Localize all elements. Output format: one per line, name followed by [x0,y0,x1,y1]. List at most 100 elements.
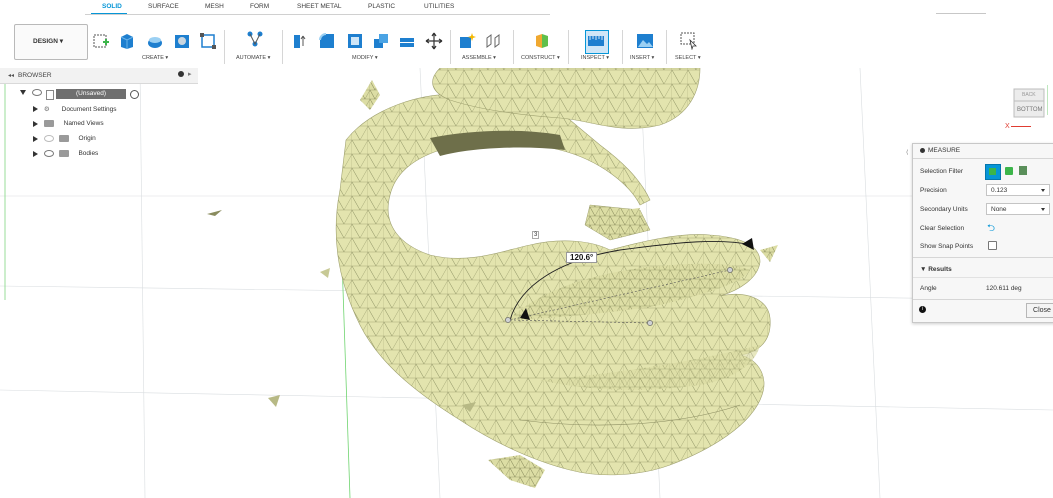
divider [913,257,1053,258]
tab-sheet-metal[interactable]: SHEET METAL [297,3,342,10]
tree-item-origin[interactable]: Origin [33,135,96,147]
visibility-eye-icon[interactable] [43,135,54,142]
tree-item-label: Document Settings [61,106,117,113]
browser-title: BROWSER [18,72,52,79]
hole-icon[interactable] [173,32,191,50]
angle-measure-overlay [505,238,754,326]
tab-solid[interactable]: SOLID [102,3,122,10]
filter-face-button[interactable] [985,164,1001,180]
tab-mesh[interactable]: MESH [205,3,224,10]
collapse-browser-icon[interactable]: ◂◂ [8,73,15,79]
angle-label: 120.6° [566,252,598,263]
divider [913,299,1053,300]
automate-menu[interactable]: AUTOMATE ▾ [236,55,271,61]
modify-menu[interactable]: MODIFY ▾ [352,55,378,61]
collapse-dot-icon[interactable] [920,148,925,153]
automate-icon[interactable] [246,30,264,48]
secondary-units-label: Secondary Units [920,206,968,213]
expand-icon[interactable] [33,106,38,113]
create-sketch-icon[interactable] [92,32,110,50]
gear-icon: ⚙ [43,106,50,113]
separator [568,30,569,64]
close-button[interactable]: Close [1026,303,1053,318]
cube-bottom-label: BOTTOM [1017,107,1043,113]
separator [224,30,225,64]
clear-selection-icon[interactable]: ⮌ [987,223,996,234]
expand-icon[interactable] [33,150,38,157]
folder-icon [43,120,54,127]
tab-plastic[interactable]: PLASTIC [368,3,396,10]
precision-value: 0.123 [991,187,1008,194]
angle-result-value: 120.611 deg [986,285,1022,292]
folder-icon [58,150,69,157]
show-snap-points-label: Show Snap Points [920,243,974,250]
snap-points-checkbox[interactable] [988,241,997,250]
precision-select[interactable]: 0.123 [986,184,1050,196]
results-heading[interactable]: ▼ Results [920,266,952,273]
separator [450,30,451,64]
browser-resize-icon[interactable]: ▸ [188,71,192,78]
insert-menu[interactable]: INSERT ▾ [630,55,655,61]
expand-icon[interactable] [33,135,38,142]
select-menu[interactable]: SELECT ▾ [675,55,701,61]
canvas-viewport[interactable] [0,68,1053,498]
rectangle-pattern-icon[interactable] [199,32,217,50]
view-cube[interactable]: BACK BOTTOM [1010,85,1049,121]
tree-item-label: Named Views [63,120,104,128]
visibility-eye-icon[interactable] [43,150,54,157]
revolve-icon[interactable] [146,32,164,50]
inspect-menu[interactable]: INSPECT ▾ [581,55,610,61]
workspace-switcher-button[interactable]: DESIGN ▾ [14,24,88,60]
tree-item-label: Bodies [78,150,99,158]
workspace-label: DESIGN ▾ [33,38,63,45]
component-filter-icon[interactable] [1019,166,1027,175]
clear-selection-label: Clear Selection [920,225,965,232]
combine-icon[interactable] [372,32,390,50]
tree-item-named-views[interactable]: Named Views [33,120,104,132]
axis-x-label: X [1005,123,1010,130]
panel-grip-icon[interactable]: ⟨ [906,150,909,156]
body-filter-icon[interactable] [1005,167,1013,175]
toolbar: SOLID SURFACE MESH FORM SHEET METAL PLAS… [0,0,1053,68]
assemble-menu[interactable]: ASSEMBLE ▾ [462,55,496,61]
create-menu[interactable]: CREATE ▾ [142,55,169,61]
secondary-units-select[interactable]: None [986,203,1050,215]
browser-header[interactable]: ◂◂ BROWSER ▸ [0,68,198,84]
axis-x-line [1011,126,1031,127]
expand-icon[interactable] [20,90,26,95]
tab-form[interactable]: FORM [250,3,270,10]
insert-image-icon[interactable] [636,32,654,50]
tree-root[interactable]: (Unsaved) [20,89,139,101]
activate-radio-icon[interactable] [130,90,139,99]
move-icon[interactable] [425,32,443,50]
extrude-icon[interactable] [118,32,136,50]
construct-menu[interactable]: CONSTRUCT ▾ [521,55,560,61]
measure-header[interactable]: MEASURE [913,144,1053,159]
tab-surface[interactable]: SURFACE [148,3,179,10]
root-name[interactable]: (Unsaved) [56,89,126,99]
browser-pin-icon[interactable] [178,71,184,77]
press-pull-icon[interactable] [291,32,309,50]
tree-item-document-settings[interactable]: ⚙ Document Settings [33,105,117,117]
top-right-line [936,13,986,14]
mesh-hand-model [207,68,778,488]
document-icon [46,90,54,100]
visibility-eye-icon[interactable] [31,89,42,96]
joint-icon[interactable] [484,32,502,50]
angle-result-label: Angle [920,285,937,292]
chevron-down-icon [1041,189,1045,192]
tree-item-bodies[interactable]: Bodies [33,150,98,162]
scale-icon[interactable] [398,32,416,50]
tab-divider [85,14,550,15]
shell-icon[interactable] [346,32,364,50]
info-icon[interactable]: i [919,306,926,313]
tab-utilities[interactable]: UTILITIES [424,3,455,10]
measure-icon[interactable] [587,32,605,50]
selection-filter-label: Selection Filter [920,168,963,175]
construct-plane-icon[interactable] [533,32,551,50]
select-icon[interactable] [680,32,698,50]
expand-icon[interactable] [33,120,38,127]
new-component-icon[interactable] [458,32,476,50]
fillet-icon[interactable] [318,32,336,50]
measure-panel: MEASURE Selection Filter Precision 0.123… [912,143,1053,323]
